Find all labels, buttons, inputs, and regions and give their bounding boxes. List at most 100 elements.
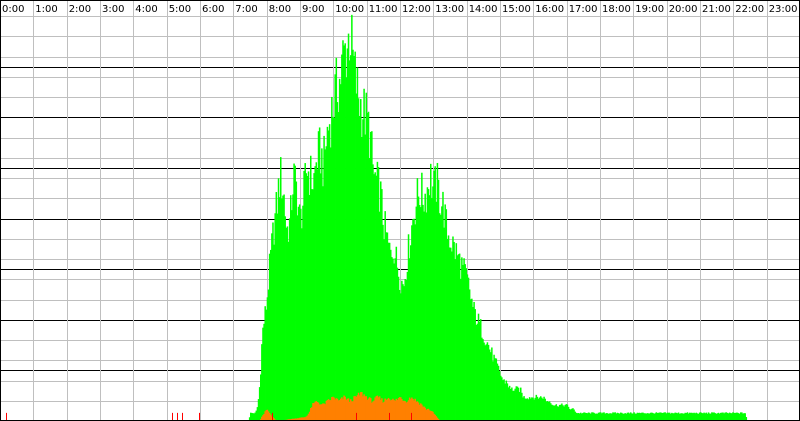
green-bar: [606, 413, 609, 421]
green-bar: [595, 413, 598, 421]
orange-bar: [380, 399, 382, 421]
green-bar: [738, 413, 741, 421]
green-bar: [735, 412, 738, 421]
green-bar: [366, 112, 369, 421]
green-bar: [367, 111, 370, 421]
hour-labels: 0:00 1:00 2:00 3:00 4:00 5:00 6:00 7:00 8:00 9:00…: [2, 4, 798, 15]
green-bar: [645, 413, 648, 421]
orange-bar: [345, 399, 348, 421]
green-bar: [437, 179, 440, 421]
green-bar: [395, 246, 398, 421]
green-bar: [343, 45, 345, 421]
green-bar: [477, 313, 480, 421]
orange-bar: [326, 399, 329, 421]
orange-bar: [297, 418, 300, 421]
green-bar: [650, 412, 652, 421]
orange-bar: [407, 400, 410, 421]
orange-bar: [336, 398, 339, 421]
green-bar: [526, 398, 529, 421]
green-bar: [522, 397, 524, 421]
orange-bar: [346, 398, 349, 421]
hour-label: 9:00: [302, 4, 324, 15]
orange-bar: [423, 406, 425, 421]
orange-bar: [292, 418, 294, 421]
green-bar: [315, 162, 318, 421]
orange-bar: [370, 398, 372, 421]
green-bar: [452, 236, 454, 421]
green-bar: [320, 173, 322, 421]
green-bar: [413, 218, 415, 421]
green-bar: [338, 78, 341, 421]
orange-bar: [436, 417, 439, 421]
green-bar: [741, 412, 743, 421]
green-bar: [685, 413, 688, 421]
green-bar: [682, 413, 684, 421]
green-bar: [638, 412, 641, 421]
green-bar: [742, 413, 744, 421]
green-bar: [405, 279, 408, 421]
green-bar: [634, 413, 636, 421]
green-bar: [554, 405, 556, 421]
orange-bar: [313, 403, 315, 421]
green-bar: [622, 413, 624, 421]
orange-bar: [264, 411, 266, 421]
hour-label: 17:00: [569, 4, 598, 15]
green-bar: [272, 222, 274, 421]
orange-bar: [327, 399, 330, 421]
green-bar: [310, 155, 312, 421]
orange-bar: [312, 403, 314, 421]
orange-bar: [416, 401, 419, 421]
green-bar: [495, 358, 498, 421]
orange-bar: [430, 410, 432, 421]
orange-bar: [431, 411, 433, 421]
green-bar: [441, 206, 443, 421]
green-bar: [534, 397, 536, 421]
orange-bar: [433, 413, 435, 421]
green-bar: [376, 161, 379, 421]
orange-bar: [358, 395, 361, 421]
green-bar: [591, 412, 593, 421]
orange-bar: [421, 404, 423, 421]
green-bar: [291, 210, 293, 421]
hour-label: 15:00: [502, 4, 531, 15]
green-bar: [708, 413, 711, 421]
green-bar: [520, 387, 522, 421]
hour-label: 6:00: [202, 4, 224, 15]
green-bar: [592, 412, 594, 421]
green-bar: [527, 399, 530, 421]
green-bar: [537, 398, 540, 421]
green-bar: [548, 401, 551, 421]
green-bar: [261, 344, 263, 421]
green-bar: [355, 93, 358, 421]
green-bar: [584, 412, 586, 421]
green-bar: [730, 413, 732, 421]
orange-bar: [293, 418, 295, 421]
green-bar: [630, 412, 632, 421]
orange-bar: [307, 413, 310, 421]
green-bar: [677, 412, 680, 421]
green-bar: [258, 387, 261, 421]
green-bar: [561, 403, 563, 421]
green-bar: [294, 165, 296, 421]
green-bar: [487, 344, 490, 421]
green-bar: [613, 412, 615, 421]
hour-label: 23:00: [769, 4, 798, 15]
green-bar: [646, 413, 649, 421]
green-bar: [475, 324, 478, 421]
green-bar: [253, 413, 255, 421]
green-bar: [375, 175, 378, 421]
green-bar: [578, 413, 581, 421]
green-bar: [297, 206, 300, 421]
green-bar: [365, 92, 368, 421]
orange-bar: [304, 417, 306, 421]
green-bar: [703, 412, 705, 421]
green-bar: [455, 243, 458, 421]
green-bar: [598, 412, 601, 421]
green-bar: [265, 309, 268, 421]
green-bar: [321, 148, 323, 421]
green-bar: [575, 412, 578, 421]
orange-bar: [415, 401, 418, 421]
green-bar: [558, 404, 561, 421]
green-bar: [454, 259, 456, 421]
orange-bar: [302, 417, 304, 421]
